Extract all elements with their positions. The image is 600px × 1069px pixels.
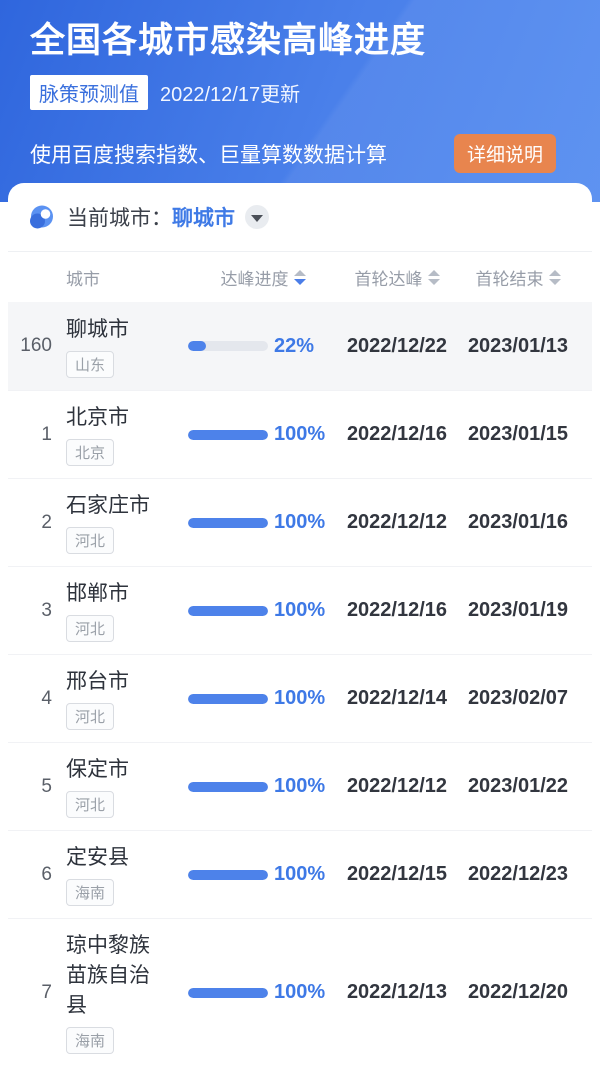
province-tag: 河北 xyxy=(66,615,115,642)
progress-column-label: 达峰进度 xyxy=(220,269,289,289)
peak-date: 2022/12/12 xyxy=(346,775,448,797)
location-pin-icon xyxy=(30,205,53,228)
progress-bar-fill xyxy=(188,341,206,351)
progress-bar-track xyxy=(188,429,268,440)
progress-bar-fill xyxy=(188,869,268,880)
progress-bar-track xyxy=(188,987,268,998)
progress-percent: 100% xyxy=(274,511,326,533)
progress-percent: 100% xyxy=(274,775,326,797)
progress-bar-track xyxy=(188,517,268,528)
current-city-selector[interactable]: 当前城市： 聊城市 xyxy=(8,183,592,252)
rank-value: 160 xyxy=(20,335,52,356)
end-date: 2023/01/16 xyxy=(467,511,569,533)
progress-percent: 100% xyxy=(274,981,326,1003)
data-source-note: 使用百度搜索指数、巨量算数数据计算 xyxy=(30,143,387,167)
progress-bar-fill xyxy=(188,517,268,528)
progress-bar-track xyxy=(188,341,268,351)
sort-icon[interactable] xyxy=(427,269,440,285)
sort-desc-icon[interactable] xyxy=(293,269,306,285)
rank-value: 3 xyxy=(41,599,52,621)
city-name: 邢台市 xyxy=(66,670,129,693)
current-city-value: 聊城市 xyxy=(172,207,235,230)
city-column-header: 城市 xyxy=(56,265,188,290)
header-banner: 全国各城市感染高峰进度 脉策预测值 2022/12/17更新 使用百度搜索指数、… xyxy=(0,0,600,202)
city-name: 邯郸市 xyxy=(66,582,129,605)
end-date: 2023/02/07 xyxy=(467,687,569,709)
province-tag: 河北 xyxy=(66,791,115,818)
city-name: 石家庄市 xyxy=(66,494,150,517)
rank-value: 4 xyxy=(41,687,52,709)
peak-date: 2022/12/22 xyxy=(346,334,448,357)
peak-date: 2022/12/14 xyxy=(346,687,448,709)
sort-icon[interactable] xyxy=(548,269,561,285)
city-name: 聊城市 xyxy=(66,317,129,341)
progress-percent: 100% xyxy=(274,687,326,709)
peak-column-header[interactable]: 首轮达峰 xyxy=(338,265,456,290)
table-row: 6 定安县 海南 100% 2022/12/15 2022/12/23 xyxy=(8,830,592,918)
progress-bar-track xyxy=(188,781,268,792)
city-name: 保定市 xyxy=(66,758,129,781)
city-column-label: 城市 xyxy=(66,269,100,289)
end-date: 2022/12/20 xyxy=(467,981,569,1003)
progress-percent: 22% xyxy=(274,334,315,357)
content-card: 当前城市： 聊城市 城市 达峰进度 首轮达峰 首轮结束 xyxy=(8,183,592,1069)
progress-percent: 100% xyxy=(274,863,326,885)
peak-date: 2022/12/12 xyxy=(346,511,448,533)
table-row: 160 聊城市 山东 22% 2022/12/22 2023/01/13 xyxy=(8,302,592,390)
progress-bar-track xyxy=(188,869,268,880)
forecast-badge: 脉策预测值 xyxy=(30,75,148,110)
peak-column-label: 首轮达峰 xyxy=(354,269,423,289)
current-city-label: 当前城市： xyxy=(67,207,172,230)
progress-bar-fill xyxy=(188,605,268,616)
rank-value: 2 xyxy=(41,511,52,533)
peak-date: 2022/12/13 xyxy=(346,981,448,1003)
table-row: 2 石家庄市 河北 100% 2022/12/12 2023/01/16 xyxy=(8,478,592,566)
rank-value: 5 xyxy=(41,775,52,797)
progress-bar-fill xyxy=(188,781,268,792)
table-row: 4 邢台市 河北 100% 2022/12/14 2023/02/07 xyxy=(8,654,592,742)
table-row: 3 邯郸市 河北 100% 2022/12/16 2023/01/19 xyxy=(8,566,592,654)
end-date: 2023/01/19 xyxy=(467,599,569,621)
province-tag: 北京 xyxy=(66,439,115,466)
progress-percent: 100% xyxy=(274,599,326,621)
chevron-down-icon xyxy=(251,214,263,222)
detail-button[interactable]: 详细说明 xyxy=(453,134,556,173)
progress-bar-track xyxy=(188,605,268,616)
progress-bar-fill xyxy=(188,429,268,440)
progress-percent: 100% xyxy=(274,423,326,445)
rank-value: 7 xyxy=(41,981,52,1003)
rank-value: 6 xyxy=(41,863,52,885)
province-tag: 海南 xyxy=(66,1027,115,1054)
table-body: 160 聊城市 山东 22% 2022/12/22 2023/01/13 1 北… xyxy=(8,302,592,1066)
progress-column-header[interactable]: 达峰进度 xyxy=(188,265,338,290)
table-row: 7 琼中黎族苗族自治县 海南 100% 2022/12/13 2022/12/2… xyxy=(8,918,592,1066)
progress-bar-fill xyxy=(188,693,268,704)
end-date: 2023/01/15 xyxy=(467,423,569,445)
province-tag: 河北 xyxy=(66,527,115,554)
city-name: 定安县 xyxy=(66,846,129,869)
updated-date: 2022/12/17更新 xyxy=(160,84,301,106)
city-name: 琼中黎族苗族自治县 xyxy=(66,934,150,1017)
table-row: 5 保定市 河北 100% 2022/12/12 2023/01/22 xyxy=(8,742,592,830)
table-header: 城市 达峰进度 首轮达峰 首轮结束 xyxy=(8,252,592,302)
province-tag: 海南 xyxy=(66,879,115,906)
table-row: 1 北京市 北京 100% 2022/12/16 2023/01/15 xyxy=(8,390,592,478)
peak-date: 2022/12/15 xyxy=(346,863,448,885)
progress-bar-track xyxy=(188,693,268,704)
end-date: 2023/01/13 xyxy=(467,334,569,357)
end-date: 2023/01/22 xyxy=(467,775,569,797)
end-date: 2022/12/23 xyxy=(467,863,569,885)
rank-value: 1 xyxy=(41,423,52,445)
city-name: 北京市 xyxy=(66,406,129,429)
end-column-label: 首轮结束 xyxy=(475,269,544,289)
peak-date: 2022/12/16 xyxy=(346,423,448,445)
end-column-header[interactable]: 首轮结束 xyxy=(456,265,580,290)
peak-date: 2022/12/16 xyxy=(346,599,448,621)
progress-bar-fill xyxy=(188,987,268,998)
province-tag: 河北 xyxy=(66,703,115,730)
page-title: 全国各城市感染高峰进度 xyxy=(30,21,427,60)
city-dropdown-button[interactable] xyxy=(245,205,269,229)
province-tag: 山东 xyxy=(66,350,115,378)
